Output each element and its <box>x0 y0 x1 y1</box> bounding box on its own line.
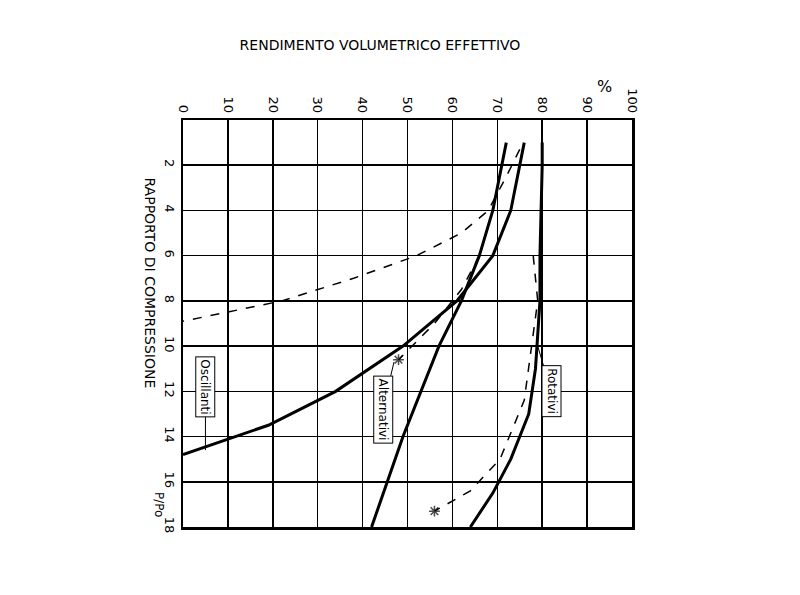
svg-text:2: 2 <box>162 159 177 167</box>
svg-text:18: 18 <box>162 517 177 534</box>
svg-text:8: 8 <box>162 295 177 303</box>
svg-text:50: 50 <box>400 96 415 113</box>
svg-text:10: 10 <box>162 336 177 353</box>
svg-text:10: 10 <box>221 96 236 113</box>
svg-text:20: 20 <box>266 96 281 113</box>
svg-text:0: 0 <box>176 105 191 113</box>
svg-text:RENDIMENTO VOLUMETRICO EFFETTI: RENDIMENTO VOLUMETRICO EFFETTIVO <box>240 37 521 53</box>
svg-text:Oscillanti: Oscillanti <box>198 359 212 414</box>
svg-text:%: % <box>597 77 612 96</box>
svg-text:30: 30 <box>310 96 325 113</box>
svg-text:60: 60 <box>445 96 460 113</box>
svg-text:80: 80 <box>535 96 550 113</box>
svg-text:Alternativi: Alternativi <box>376 379 390 441</box>
svg-text:12: 12 <box>162 381 177 398</box>
svg-text:70: 70 <box>490 96 505 113</box>
svg-text:Rotativi: Rotativi <box>545 368 559 414</box>
svg-text:90: 90 <box>580 96 595 113</box>
svg-text:4: 4 <box>162 204 177 212</box>
svg-text:14: 14 <box>162 426 177 443</box>
svg-text:40: 40 <box>355 96 370 113</box>
svg-text:100: 100 <box>625 88 640 113</box>
svg-text:RAPPORTO DI COMPRESSIONE: RAPPORTO DI COMPRESSIONE <box>142 177 158 388</box>
svg-text:P/Po: P/Po <box>152 492 166 517</box>
svg-text:6: 6 <box>162 250 177 258</box>
svg-text:16: 16 <box>162 472 177 489</box>
